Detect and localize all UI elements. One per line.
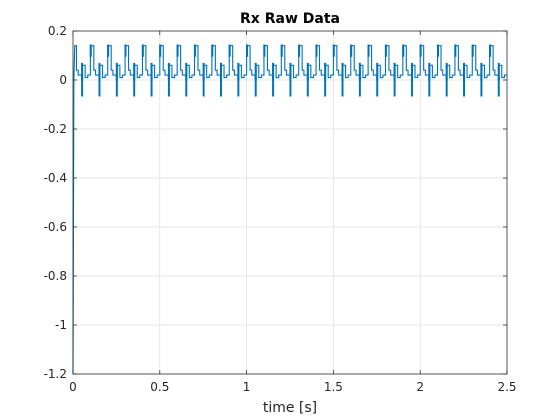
series-noise-burst bbox=[341, 62, 344, 80]
x-axis-label: time [s] bbox=[263, 400, 317, 416]
series-noise-burst bbox=[124, 44, 127, 57]
tick-labels: 0 0.5 1 1.5 2 2.5 0.2 0 -0.2 -0.4 -0.6 -0.8 -1 -1.2 bbox=[44, 24, 517, 394]
y-tick-label: 0 bbox=[59, 73, 67, 87]
series-noise-burst bbox=[324, 62, 327, 80]
series-noise-burst bbox=[133, 62, 136, 80]
series-noise-burst bbox=[350, 44, 353, 57]
series-noise-burst bbox=[202, 62, 205, 80]
series-noise-burst bbox=[246, 44, 249, 57]
chart-title: Rx Raw Data bbox=[240, 11, 340, 27]
series-noise-burst bbox=[263, 44, 266, 57]
y-tick-label: -0.2 bbox=[44, 122, 67, 136]
x-tick-label: 0 bbox=[69, 380, 77, 394]
series-noise-burst bbox=[358, 62, 361, 80]
series-noise-burst bbox=[98, 62, 101, 80]
series-noise-burst bbox=[384, 44, 387, 57]
series-noise-burst bbox=[419, 44, 422, 57]
series-noise-burst bbox=[376, 62, 379, 80]
series-noise-burst bbox=[471, 44, 474, 57]
y-tick-label: -0.4 bbox=[44, 171, 67, 185]
x-tick-label: 0.5 bbox=[150, 380, 169, 394]
series-noise-burst bbox=[289, 62, 292, 80]
series-noise-burst bbox=[332, 44, 335, 57]
x-tick-label: 2 bbox=[416, 380, 424, 394]
series-noise-burst bbox=[393, 62, 396, 80]
x-tick-label: 1.5 bbox=[324, 380, 343, 394]
series-noise-burst bbox=[480, 62, 483, 80]
x-tick-label: 2.5 bbox=[497, 380, 516, 394]
series-noise-burst bbox=[167, 62, 170, 80]
series-noise-burst bbox=[489, 44, 492, 57]
y-tick-label: 0.2 bbox=[48, 24, 67, 38]
series-noise-burst bbox=[185, 62, 188, 80]
series-noise-burst bbox=[115, 62, 118, 80]
series-noise-burst bbox=[410, 62, 413, 80]
series-noise-burst bbox=[428, 62, 431, 80]
series-noise-burst bbox=[306, 62, 309, 80]
y-tick-label: -0.6 bbox=[44, 220, 67, 234]
series-noise-burst bbox=[107, 44, 110, 57]
series-noise-burst bbox=[193, 44, 196, 57]
y-tick-label: -0.8 bbox=[44, 269, 67, 283]
series-line bbox=[72, 45, 507, 375]
series-layer bbox=[72, 44, 507, 375]
series-noise-burst bbox=[219, 62, 222, 80]
series-noise-burst bbox=[497, 62, 500, 80]
series-noise-burst bbox=[445, 62, 448, 80]
series-noise-burst bbox=[280, 44, 283, 57]
series-noise-burst bbox=[141, 44, 144, 57]
series-noise-burst bbox=[150, 62, 153, 80]
series-noise-burst bbox=[211, 44, 214, 57]
axes-box bbox=[72, 30, 508, 375]
series-noise-burst bbox=[176, 44, 179, 57]
series-noise-burst bbox=[402, 44, 405, 57]
series-noise-burst bbox=[237, 62, 240, 80]
y-tick-label: -1 bbox=[55, 318, 67, 332]
series-noise-burst bbox=[272, 62, 275, 80]
ticks bbox=[72, 30, 508, 375]
series-noise-burst bbox=[463, 62, 466, 80]
series-noise-burst bbox=[298, 44, 301, 57]
series-noise-burst bbox=[454, 44, 457, 57]
series-noise-burst bbox=[81, 62, 84, 80]
x-tick-label: 1 bbox=[243, 380, 251, 394]
series-noise-burst bbox=[89, 44, 92, 57]
y-tick-label: -1.2 bbox=[44, 367, 67, 381]
series-noise-burst bbox=[228, 44, 231, 57]
series-noise-burst bbox=[254, 62, 257, 80]
series-noise-burst bbox=[367, 44, 370, 57]
series-noise-burst bbox=[315, 44, 318, 57]
series-noise-burst bbox=[436, 44, 439, 57]
series-noise-burst bbox=[159, 44, 162, 57]
